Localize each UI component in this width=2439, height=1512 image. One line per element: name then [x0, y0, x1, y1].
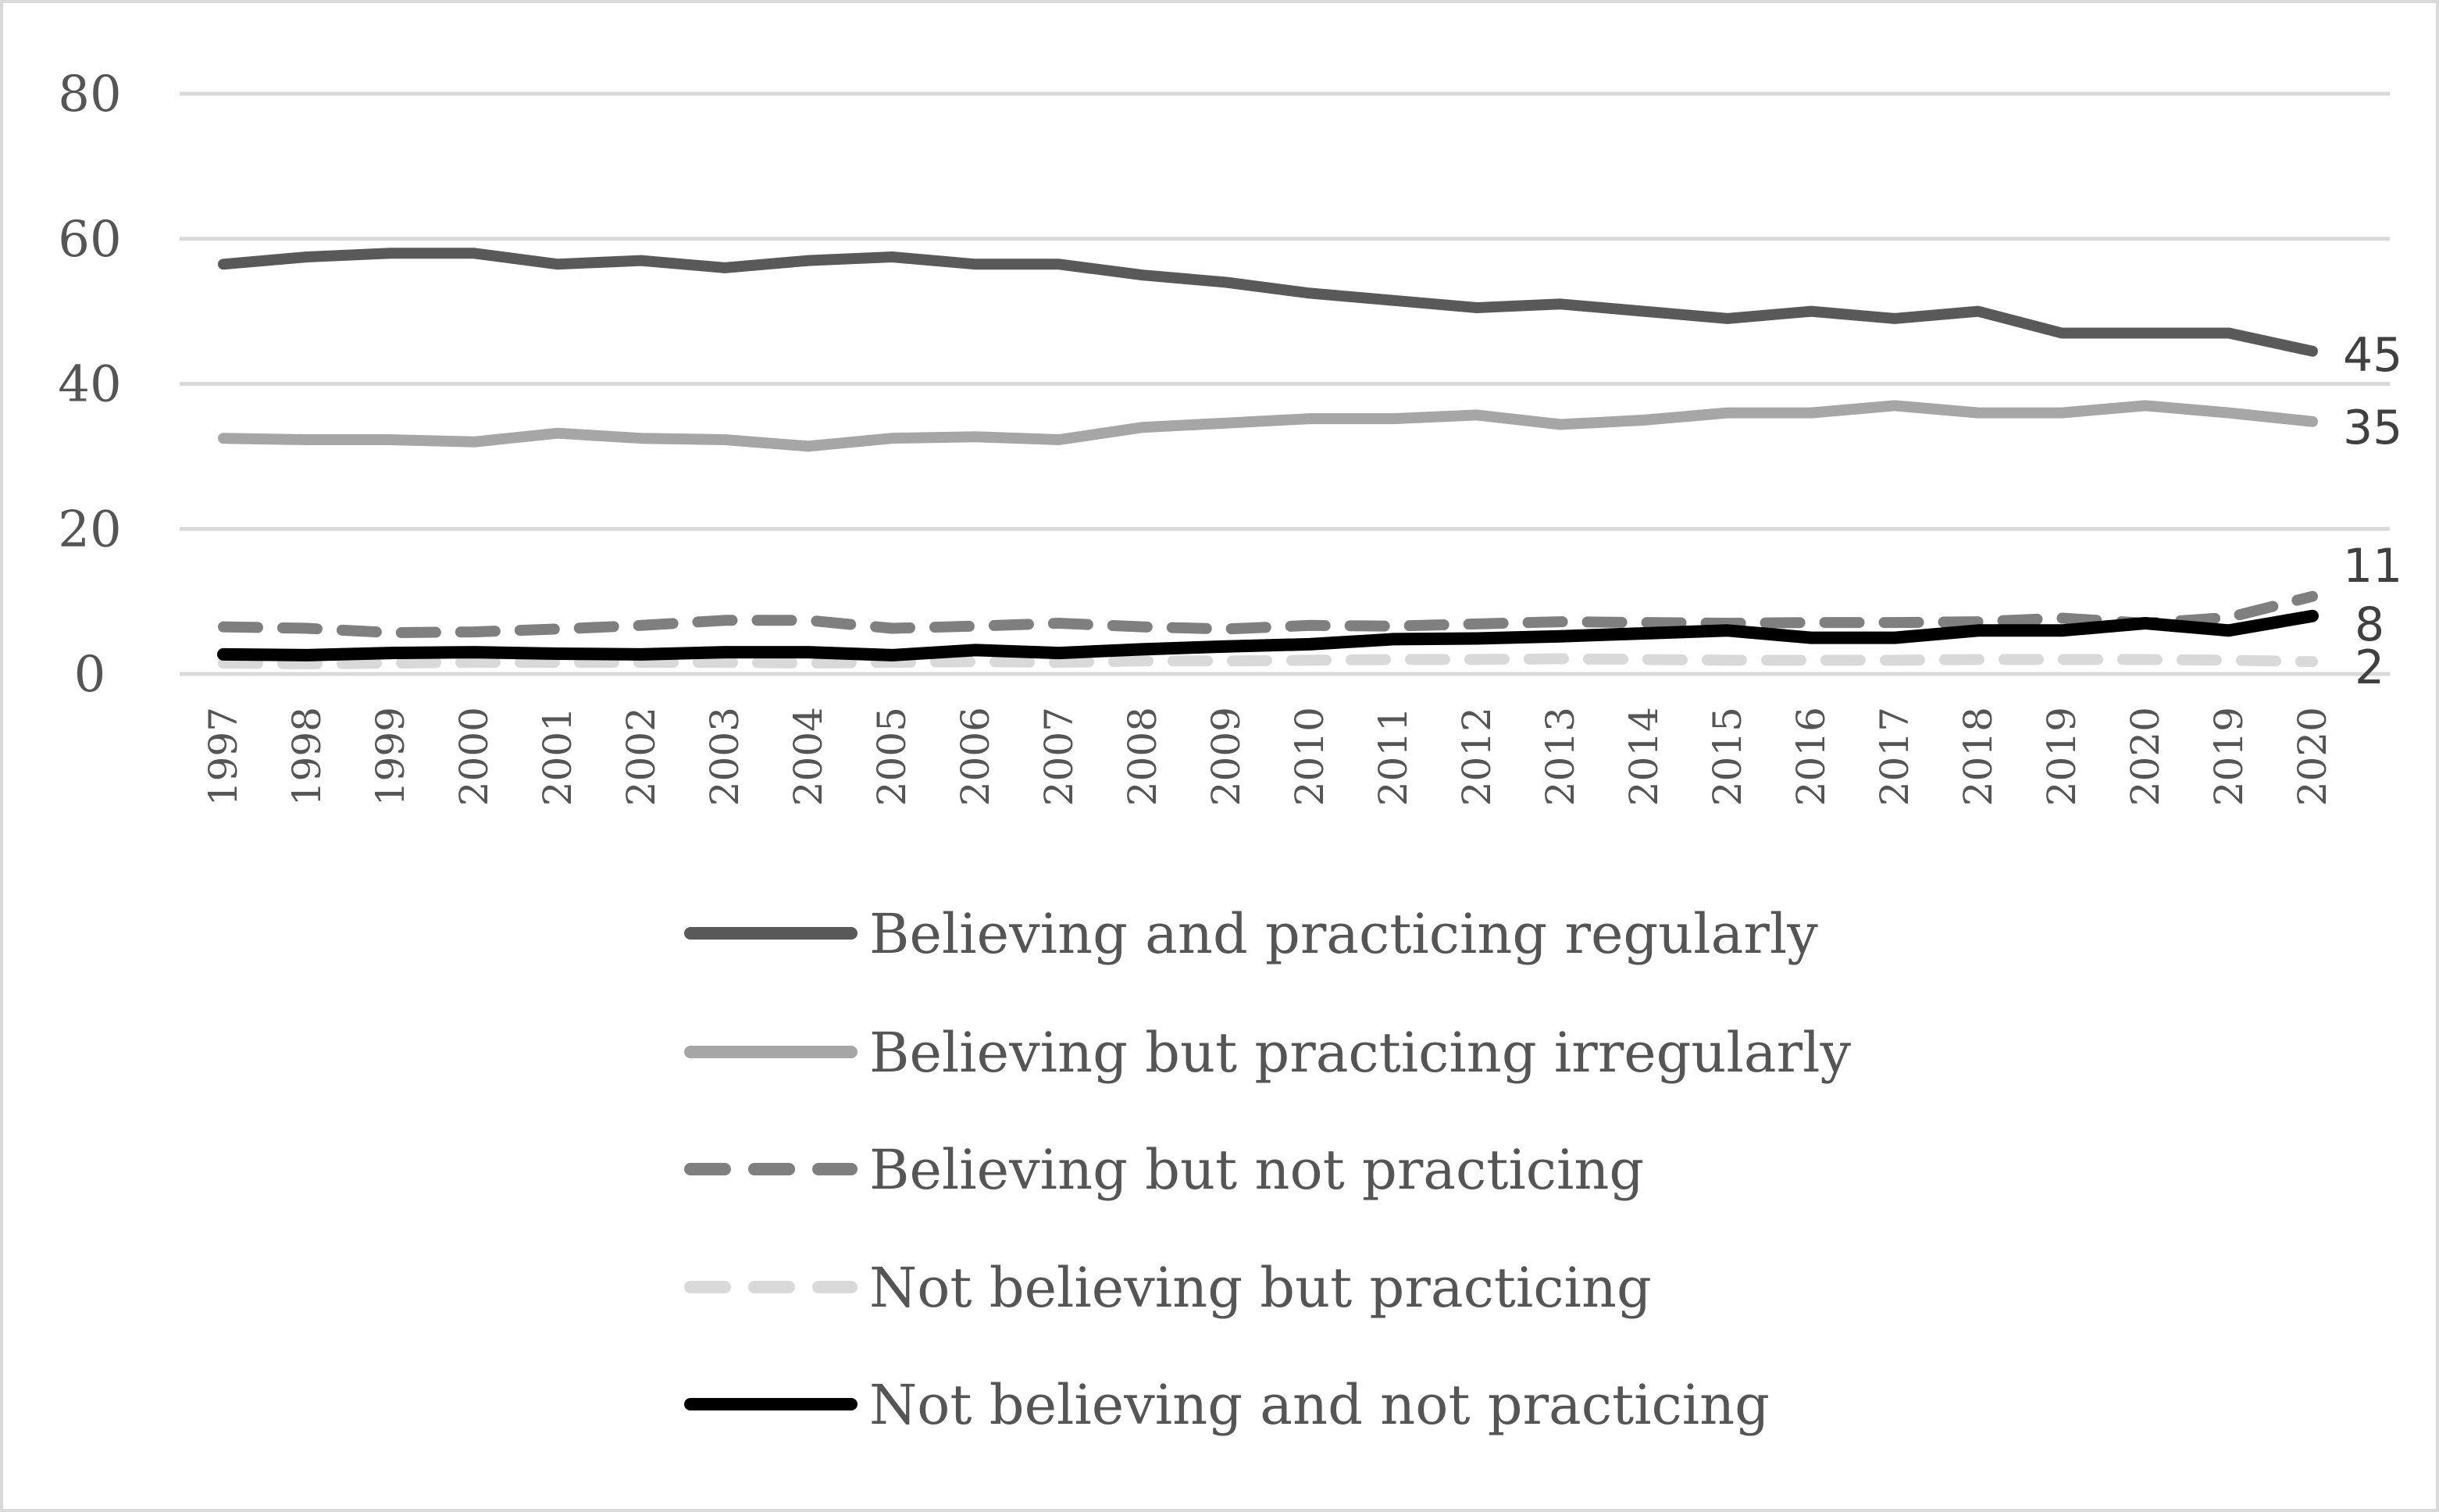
legend-label: Not believing but practicing — [869, 1256, 1652, 1320]
series-line-5 — [217, 609, 2319, 662]
x-tick-label: 2018 — [1956, 707, 2001, 806]
y-tick-label: 40 — [58, 356, 121, 414]
x-tick-label: 2016 — [1788, 707, 1834, 806]
x-tick-label: 2011 — [1371, 707, 1416, 806]
x-axis-ticks: 1997 1998 1999 2000 2001 2002 2003 2004 2005 2006… — [201, 707, 2335, 806]
y-tick-label: 80 — [58, 66, 121, 123]
y-tick-label: 60 — [58, 211, 121, 269]
x-tick-label: 2000 — [451, 707, 497, 806]
legend-label: Believing but not practicing — [869, 1138, 1644, 1202]
end-label: 45 — [2343, 328, 2402, 383]
legend: Believing and practicing regularly Believ… — [684, 902, 1851, 1437]
x-tick-label: 2008 — [1120, 707, 1165, 806]
x-tick-label: 2007 — [1036, 707, 1082, 806]
gridlines — [180, 91, 2390, 676]
x-tick-label: 2017 — [1872, 707, 1917, 806]
x-tick-label: 2014 — [1621, 707, 1667, 806]
y-tick-label: 20 — [58, 501, 121, 558]
x-tick-label: 2004 — [786, 707, 831, 806]
x-tick-label: 2012 — [1454, 707, 1499, 806]
end-label: 2 — [2355, 640, 2384, 695]
y-tick-label: 0 — [74, 646, 106, 704]
x-tick-label: 2020 — [2290, 707, 2335, 806]
x-tick-label: 2003 — [702, 707, 747, 806]
legend-label: Not believing and not practicing — [869, 1373, 1770, 1437]
x-tick-label: 2019 — [2039, 707, 2084, 806]
legend-label: Believing but practicing irregularly — [869, 1021, 1851, 1085]
x-tick-label: 2020 — [2123, 707, 2168, 806]
x-tick-label: 2009 — [1203, 707, 1249, 806]
legend-label: Believing and practicing regularly — [869, 902, 1818, 966]
x-tick-label: 2006 — [953, 707, 998, 806]
x-tick-label: 2002 — [619, 707, 664, 806]
x-tick-label: 2013 — [1538, 707, 1583, 806]
y-axis-ticks: 0 20 40 60 80 — [58, 66, 121, 704]
plot-series — [217, 248, 2319, 669]
x-tick-label: 2005 — [869, 707, 915, 806]
x-tick-label: 2010 — [1287, 707, 1332, 806]
end-label: 11 — [2343, 539, 2402, 594]
x-tick-label: 1998 — [284, 707, 330, 806]
x-tick-label: 2001 — [535, 707, 580, 806]
series-line-3 — [218, 590, 2318, 639]
x-tick-label: 1997 — [201, 707, 246, 806]
end-label: 8 — [2355, 597, 2384, 652]
end-label: 35 — [2343, 401, 2402, 455]
x-tick-label: 2019 — [2206, 707, 2252, 806]
series-line-1 — [218, 248, 2318, 357]
series-line-2 — [218, 400, 2318, 452]
x-tick-label: 1999 — [368, 707, 413, 806]
series-line-4 — [218, 653, 2318, 669]
x-tick-label: 2015 — [1705, 707, 1750, 806]
